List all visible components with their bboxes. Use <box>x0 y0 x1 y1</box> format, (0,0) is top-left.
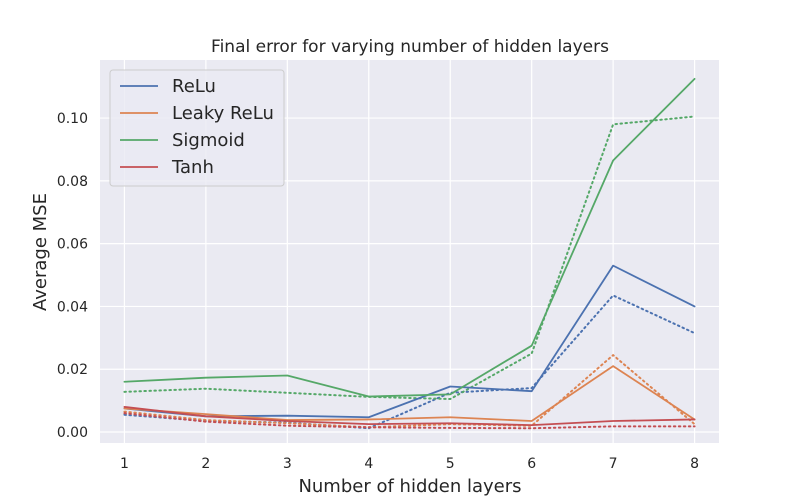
x-tick-label: 3 <box>283 456 292 472</box>
chart-title: Final error for varying number of hidden… <box>211 37 609 57</box>
legend: ReLu Leaky ReLu Sigmoid Tanh <box>109 69 285 187</box>
x-axis-title: Number of hidden layers <box>298 476 521 497</box>
series-line-dotted-6 <box>123 115 696 401</box>
series-line-leaky-relu <box>123 365 696 422</box>
y-tick-label: 0.02 <box>57 362 88 378</box>
series-line-dotted-5 <box>123 354 696 429</box>
x-tick-label: 8 <box>690 456 699 472</box>
x-tick-label: 6 <box>527 456 536 472</box>
series-line-tanh <box>123 405 696 427</box>
ticks: 1 2 3 4 5 6 7 8 0.00 0.02 0.04 0.06 0.08 0.10 <box>57 111 699 472</box>
x-tick-label: 5 <box>446 456 455 472</box>
y-tick-label: 0.00 <box>57 425 88 441</box>
series-line-sigmoid <box>123 77 696 398</box>
legend-box <box>109 69 285 187</box>
grid <box>100 60 719 443</box>
legend-label-relu: ReLu <box>172 76 216 97</box>
x-tick-label: 1 <box>120 456 129 472</box>
legend-label-leaky-relu: Leaky ReLu <box>172 103 274 124</box>
y-tick-label: 0.06 <box>57 237 88 253</box>
x-tick-label: 2 <box>201 456 210 472</box>
y-tick-label: 0.04 <box>57 299 88 315</box>
x-tick-label: 7 <box>609 456 618 472</box>
legend-label-tanh: Tanh <box>171 157 214 178</box>
legend-label-sigmoid: Sigmoid <box>172 130 245 151</box>
y-tick-label: 0.10 <box>57 111 88 127</box>
x-tick-label: 4 <box>364 456 373 472</box>
series-layer <box>123 77 696 430</box>
series-line-dotted-7 <box>123 412 696 430</box>
y-tick-label: 0.08 <box>57 174 88 190</box>
y-axis-title: Average MSE <box>30 193 51 311</box>
